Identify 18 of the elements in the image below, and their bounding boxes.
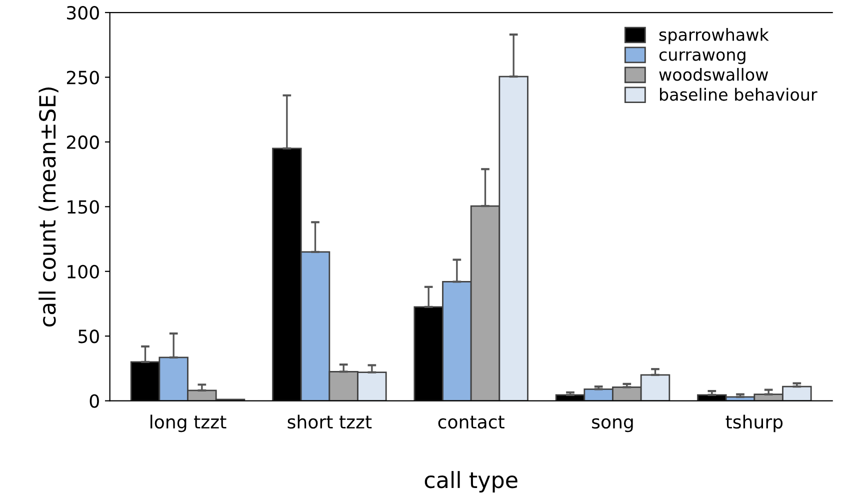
y-axis-title: call count (mean±SE): [38, 88, 58, 327]
x-tick-label: tshurp: [726, 414, 783, 432]
x-axis-title: call type: [424, 471, 518, 493]
y-tick-label: 250: [66, 70, 99, 84]
y-tick-label: 200: [66, 135, 99, 150]
legend-label: sparrowhawk: [659, 28, 769, 44]
x-tick-label: contact: [438, 416, 504, 429]
legend-label: baseline behaviour: [660, 88, 818, 101]
x-tick-label: short tzzt: [288, 414, 372, 429]
y-tick-label: 50: [78, 330, 99, 344]
y-tick-label: 0: [90, 394, 99, 408]
legend-label: currawong: [659, 51, 746, 64]
y-tick-label: 300: [67, 6, 99, 20]
y-tick-label: 100: [68, 264, 99, 278]
y-tick-label: 150: [68, 200, 99, 214]
x-tick-label: long tzzt: [150, 414, 226, 432]
legend-label: woodswallow: [659, 68, 768, 81]
x-tick-label: song: [592, 418, 633, 432]
